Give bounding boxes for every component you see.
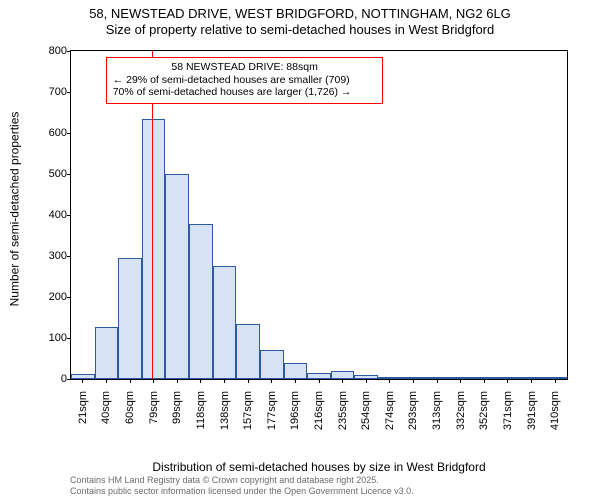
chart-container: 58, NEWSTEAD DRIVE, WEST BRIDGFORD, NOTT… xyxy=(0,0,600,500)
y-tick-label: 500 xyxy=(49,168,71,180)
x-tick-label: 254sqm xyxy=(360,391,372,430)
x-tick-mark xyxy=(531,379,532,383)
x-tick-label: 60sqm xyxy=(124,391,136,424)
y-tick-label: 0 xyxy=(61,373,71,385)
plot-area: 010020030040050060070080021sqm40sqm60sqm… xyxy=(70,50,568,380)
histogram-bar xyxy=(118,258,142,379)
y-tick-label: 200 xyxy=(49,291,71,303)
x-tick-label: 391sqm xyxy=(526,391,538,430)
histogram-bar xyxy=(142,119,166,379)
x-tick-label: 118sqm xyxy=(195,391,207,429)
x-tick-label: 138sqm xyxy=(219,391,231,430)
callout-line: 70% of semi-detached houses are larger (… xyxy=(113,86,377,99)
x-tick-mark xyxy=(271,379,272,383)
x-tick-mark xyxy=(413,379,414,383)
title-line-2: Size of property relative to semi-detach… xyxy=(0,22,600,38)
x-tick-mark xyxy=(319,379,320,383)
x-tick-mark xyxy=(106,379,107,383)
x-tick-label: 40sqm xyxy=(100,391,112,424)
x-tick-mark xyxy=(437,379,438,383)
x-tick-mark xyxy=(555,379,556,383)
x-tick-mark xyxy=(153,379,154,383)
x-tick-label: 99sqm xyxy=(171,391,183,424)
x-tick-mark xyxy=(248,379,249,383)
y-tick-label: 800 xyxy=(49,45,71,57)
footer-line-1: Contains HM Land Registry data © Crown c… xyxy=(70,475,414,486)
x-tick-label: 352sqm xyxy=(478,391,490,430)
x-tick-mark xyxy=(460,379,461,383)
x-tick-label: 21sqm xyxy=(77,391,89,424)
footer-attribution: Contains HM Land Registry data © Crown c… xyxy=(70,475,414,497)
histogram-bar xyxy=(284,363,308,379)
x-tick-mark xyxy=(224,379,225,383)
x-tick-label: 157sqm xyxy=(242,391,254,430)
histogram-bar xyxy=(236,324,260,379)
y-axis-title: Number of semi-detached properties xyxy=(6,44,22,374)
x-tick-label: 293sqm xyxy=(407,391,419,430)
x-tick-label: 235sqm xyxy=(337,391,349,430)
subject-callout: 58 NEWSTEAD DRIVE: 88sqm← 29% of semi-de… xyxy=(106,57,384,104)
x-tick-mark xyxy=(342,379,343,383)
chart-title: 58, NEWSTEAD DRIVE, WEST BRIDGFORD, NOTT… xyxy=(0,0,600,39)
histogram-bar xyxy=(260,350,284,379)
x-tick-label: 274sqm xyxy=(384,391,396,430)
plot-wrap: 010020030040050060070080021sqm40sqm60sqm… xyxy=(48,44,578,420)
x-tick-label: 410sqm xyxy=(549,391,561,430)
histogram-bar xyxy=(189,224,213,379)
y-tick-label: 700 xyxy=(49,86,71,98)
title-line-1: 58, NEWSTEAD DRIVE, WEST BRIDGFORD, NOTT… xyxy=(0,6,600,22)
x-axis-title: Distribution of semi-detached houses by … xyxy=(70,460,568,474)
x-tick-label: 216sqm xyxy=(313,391,325,430)
histogram-bar xyxy=(331,371,355,379)
x-tick-label: 79sqm xyxy=(148,391,160,424)
histogram-bar xyxy=(213,266,237,379)
callout-line: 58 NEWSTEAD DRIVE: 88sqm xyxy=(113,61,377,74)
x-tick-mark xyxy=(295,379,296,383)
histogram-bar xyxy=(95,327,119,379)
callout-line: ← 29% of semi-detached houses are smalle… xyxy=(113,74,377,87)
x-tick-mark xyxy=(507,379,508,383)
footer-line-2: Contains public sector information licen… xyxy=(70,486,414,497)
x-tick-mark xyxy=(484,379,485,383)
x-tick-label: 313sqm xyxy=(431,391,443,430)
histogram-bar xyxy=(165,174,189,379)
x-tick-mark xyxy=(82,379,83,383)
y-tick-label: 600 xyxy=(49,127,71,139)
x-tick-mark xyxy=(366,379,367,383)
x-tick-mark xyxy=(200,379,201,383)
x-tick-mark xyxy=(389,379,390,383)
x-tick-label: 371sqm xyxy=(502,391,514,430)
y-tick-label: 100 xyxy=(49,332,71,344)
x-tick-label: 196sqm xyxy=(289,391,301,430)
x-tick-mark xyxy=(177,379,178,383)
y-tick-label: 300 xyxy=(49,250,71,262)
x-tick-mark xyxy=(130,379,131,383)
x-tick-label: 332sqm xyxy=(455,391,467,430)
y-tick-label: 400 xyxy=(49,209,71,221)
x-tick-label: 177sqm xyxy=(266,391,278,430)
